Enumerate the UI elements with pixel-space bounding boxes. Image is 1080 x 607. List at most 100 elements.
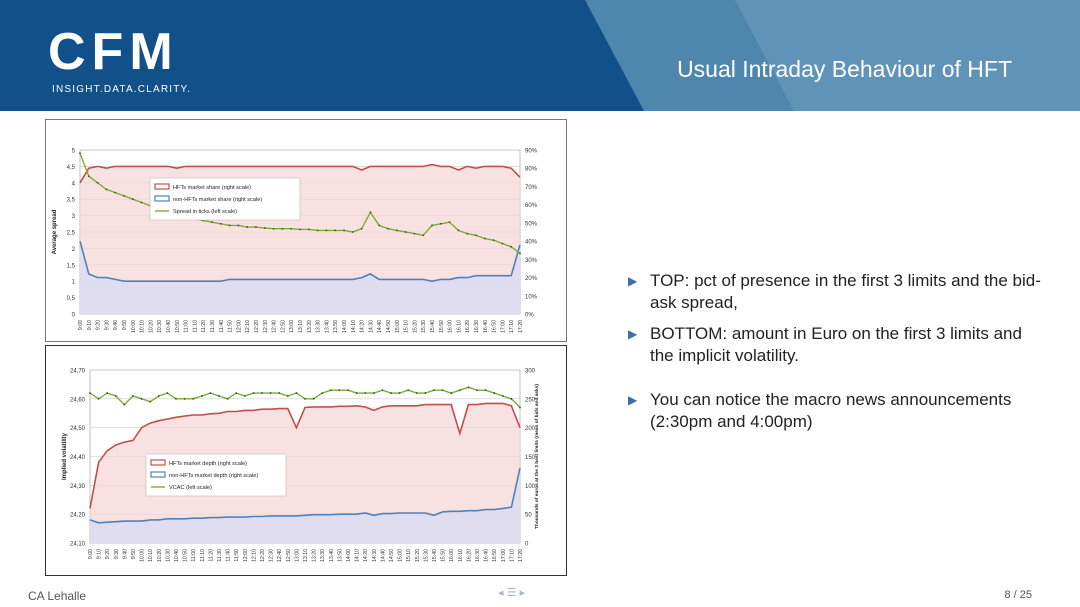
data-point: [398, 392, 401, 394]
slide-title: Usual Intraday Behaviour of HFT: [677, 56, 1012, 82]
y-tick-label: 4,5: [67, 165, 76, 171]
x-tick-label: 12:50: [286, 549, 292, 562]
x-tick-label: 12:10: [251, 549, 257, 562]
x-tick-label: 17:10: [509, 320, 515, 333]
x-tick-label: 15:20: [412, 320, 418, 333]
x-tick-label: 9:20: [105, 549, 111, 559]
depth-volatility-chart: 24,10 24,20 24,30 24,40 24,50 24,60 24,70 0 50 10…: [62, 369, 540, 562]
x-tick-label: 16:50: [492, 320, 498, 333]
data-point: [510, 245, 513, 248]
x-tick-label: 14:00: [342, 320, 348, 333]
y2-tick-label: 20%: [525, 276, 538, 282]
y-tick-label: 2,5: [67, 231, 76, 237]
x-tick-label: 10:30: [165, 549, 171, 562]
data-point: [228, 224, 231, 227]
x-tick-label: 15:10: [406, 549, 412, 562]
data-point: [475, 234, 477, 237]
data-point: [97, 397, 100, 400]
x-tick-label: 12:40: [272, 320, 278, 333]
x-tick-label: 14:00: [346, 549, 352, 562]
data-point: [519, 406, 521, 409]
y2-tick-label: 50: [525, 513, 532, 519]
footer-author: CA Lehalle: [28, 589, 87, 603]
x-tick-label: 10:40: [174, 549, 180, 562]
data-point: [226, 397, 229, 400]
data-point: [299, 228, 301, 231]
data-point: [404, 231, 407, 233]
x-tick-label: 17:10: [509, 549, 515, 562]
y2-tick-label: 60%: [525, 203, 538, 209]
x-tick-label: 10:20: [157, 549, 163, 562]
x-tick-label: 15:40: [432, 549, 438, 562]
y-tick-label: 3,5: [67, 198, 76, 204]
x-tick-label: 12:30: [263, 320, 269, 333]
data-point: [281, 227, 284, 230]
y-tick-label: 24,20: [70, 513, 86, 519]
x-tick-label: 10:00: [131, 320, 137, 333]
x-tick-label: 12:00: [236, 320, 242, 333]
bullet-item: ▶ TOP: pct of presence in the first 3 li…: [628, 270, 1048, 314]
x-tick-label: 11:40: [226, 549, 232, 562]
x-tick-label: 9:40: [113, 320, 119, 330]
x-tick-label: 13:20: [307, 320, 313, 333]
bullet-list: ▶ TOP: pct of presence in the first 3 li…: [628, 270, 1048, 442]
data-point: [338, 389, 341, 392]
data-point: [114, 395, 117, 397]
data-point: [413, 232, 416, 235]
x-tick-label: 10:50: [175, 320, 181, 333]
legend-label: HFTs market share (right scale): [173, 185, 251, 191]
data-point: [157, 395, 160, 397]
x-tick-label: 13:50: [333, 320, 339, 333]
x-tick-label: 17:20: [518, 549, 524, 562]
y-axis-label: Average spread: [52, 209, 58, 254]
y2-tick-label: 90%: [525, 149, 538, 155]
data-point: [183, 397, 186, 400]
y-tick-label: 24,10: [70, 542, 86, 548]
x-tick-label: 13:20: [312, 549, 318, 562]
legend-label: HFTs market depth (right scale): [169, 461, 247, 467]
x-tick-label: 9:00: [78, 320, 84, 330]
x-tick-label: 14:20: [363, 549, 369, 562]
x-tick-label: 9:30: [114, 549, 120, 559]
x-tick-label: 11:00: [184, 320, 190, 333]
x-tick-label: 9:20: [96, 320, 102, 330]
data-point: [450, 392, 453, 394]
x-tick-label: 11:50: [234, 549, 240, 562]
x-tick-label: 17:00: [501, 549, 507, 562]
y-tick-label: 1,5: [67, 263, 76, 269]
data-point: [364, 392, 367, 394]
x-tick-label: 13:00: [294, 549, 300, 562]
x-tick-label: 16:00: [449, 549, 455, 562]
data-point: [219, 222, 222, 225]
data-point: [448, 221, 451, 224]
x-tick-label: 14:20: [360, 320, 366, 333]
x-tick-label: 11:30: [217, 549, 223, 562]
x-tick-label: 15:10: [404, 320, 410, 333]
data-point: [123, 403, 126, 406]
data-point: [218, 395, 220, 397]
x-tick-label: 14:40: [380, 549, 386, 562]
data-point: [235, 392, 238, 394]
x-tick-label: 9:40: [122, 549, 128, 559]
slide-nav-icons[interactable]: ◂ ☰ ▸: [498, 587, 526, 599]
x-tick-label: 15:40: [430, 320, 436, 333]
x-tick-label: 13:10: [298, 320, 304, 333]
y2-tick-label: 70%: [525, 185, 538, 191]
data-point: [484, 389, 487, 392]
y-tick-label: 0: [72, 313, 76, 319]
y2-tick-label: 150: [525, 455, 536, 461]
x-tick-label: 10:50: [183, 549, 189, 562]
data-point: [433, 389, 435, 392]
x-tick-label: 9:00: [88, 549, 94, 559]
x-tick-label: 16:30: [474, 320, 480, 333]
data-point: [501, 395, 504, 397]
data-point: [351, 231, 354, 233]
legend-swatch: [154, 183, 170, 190]
data-point: [192, 397, 195, 400]
data-point: [458, 389, 461, 392]
data-point: [519, 252, 521, 255]
data-point: [269, 392, 272, 394]
data-point: [278, 392, 281, 394]
y-tick-label: 4: [72, 181, 76, 187]
hft-area: [90, 403, 520, 543]
